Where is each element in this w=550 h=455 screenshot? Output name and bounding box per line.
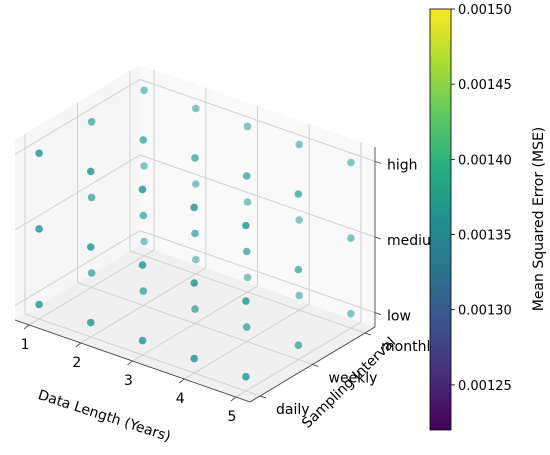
y-tick-mark: [364, 332, 372, 336]
data-point: [243, 198, 252, 206]
data-point: [87, 118, 96, 126]
colorbar: 0.00125 0.00130 0.00135 0.00140 0.00145 0.001…: [429, 3, 547, 431]
x-tick-mark: [178, 378, 185, 384]
data-point: [295, 216, 304, 224]
data-point: [191, 154, 199, 162]
grid-line-z: [139, 78, 376, 162]
data-point: [347, 158, 355, 167]
z-tick-label: high: [387, 157, 418, 173]
x-tick-mark: [230, 396, 237, 402]
x-axis-label: Data Length (Years): [36, 387, 173, 445]
data-point: [294, 190, 303, 198]
colorbar-tick-label: 0.00145: [458, 78, 512, 93]
data-point: [347, 234, 355, 242]
data-point: [190, 354, 198, 363]
colorbar-gradient: [429, 8, 452, 431]
x-tick-label: 4: [176, 391, 185, 407]
grid-line-z: [14, 230, 141, 307]
x-tick-label: 1: [21, 337, 30, 353]
data-point: [35, 225, 43, 233]
data-point: [242, 221, 250, 230]
data-point: [192, 104, 200, 113]
data-point: [139, 287, 148, 295]
colorbar-ticks: 0.00125 0.00130 0.00135 0.00140 0.00145 0.001…: [451, 3, 512, 394]
grid-line-z: [14, 78, 141, 155]
data-point: [35, 300, 43, 309]
data-point: [294, 265, 303, 274]
data-point: [191, 229, 199, 238]
data-point: [242, 247, 251, 256]
data-point: [243, 122, 252, 131]
data-point: [87, 167, 95, 176]
data-point: [138, 185, 147, 194]
grid-line-z: [139, 154, 376, 238]
data-point: [87, 318, 95, 327]
data-point: [138, 261, 147, 269]
data-point: [35, 149, 43, 158]
data-point: [87, 193, 96, 202]
x-tick-mark: [23, 324, 30, 330]
grid-line-z: [14, 154, 141, 231]
grid-line-y: [24, 313, 261, 397]
colorbar-tick-label: 0.00140: [458, 153, 512, 168]
data-point: [242, 297, 250, 305]
z-tick-mark: [374, 236, 382, 240]
data-point: [140, 237, 148, 246]
data-points: [35, 86, 355, 381]
grid-lines: [14, 69, 376, 398]
grid-line-y: [77, 282, 313, 365]
colorbar-tick-label: 0.00150: [458, 3, 512, 18]
data-point: [294, 341, 303, 350]
grid-line-y: [129, 250, 366, 334]
data-point: [140, 86, 148, 95]
y-tick-mark: [259, 395, 267, 399]
colorbar-tick-label: 0.00135: [458, 229, 512, 244]
data-point: [139, 136, 148, 144]
data-point: [243, 273, 252, 282]
x-tick-mark: [75, 342, 82, 348]
x-tick-label: 2: [72, 355, 81, 371]
grid-line-z: [139, 230, 376, 314]
z-tick-mark: [374, 161, 382, 164]
data-point: [242, 323, 251, 331]
y-tick-label: daily: [276, 402, 310, 418]
x-tick-mark: [127, 360, 133, 366]
data-point: [192, 255, 200, 264]
colorbar-tick-label: 0.00125: [458, 379, 512, 394]
z-tick-label: low: [387, 309, 411, 325]
data-point: [347, 309, 355, 318]
y-tick-mark: [312, 364, 319, 367]
data-point: [190, 279, 198, 287]
x-tick-label: 5: [227, 409, 236, 425]
data-point: [139, 211, 148, 220]
colorbar-label: Mean Squared Error (MSE): [531, 127, 547, 312]
data-point: [242, 172, 251, 180]
data-point: [87, 269, 96, 277]
y-tick-label: weekly: [329, 371, 378, 387]
data-point: [191, 305, 199, 313]
data-point: [87, 243, 95, 251]
data-point: [190, 203, 198, 212]
z-tick-mark: [374, 312, 382, 315]
data-point: [140, 162, 148, 170]
data-point: [295, 291, 304, 300]
data-point: [295, 140, 304, 149]
data-point: [242, 372, 250, 381]
data-point: [138, 336, 147, 345]
colorbar-tick-label: 0.00130: [458, 304, 512, 319]
x-tick-label: 3: [124, 373, 133, 389]
y-tick-label: monthly: [381, 339, 439, 355]
data-point: [192, 180, 200, 188]
